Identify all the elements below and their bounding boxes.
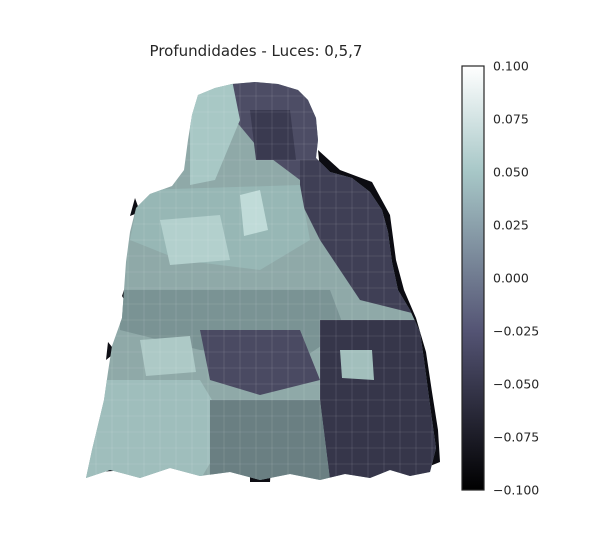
chart-title: Profundidades - Luces: 0,5,7 (149, 42, 363, 60)
colorbar-ticks: 0.100 0.075 0.050 0.025 0.000 −0.025 −0.050 −0.… (493, 59, 539, 498)
colorbar-tick-label: −0.075 (493, 430, 539, 445)
colorbar-tick-label: −0.100 (493, 483, 539, 498)
surface-body (86, 82, 436, 480)
colorbar-tick-label: −0.025 (493, 324, 539, 339)
colorbar-frame (461, 65, 485, 491)
colorbar-tick-label: 0.075 (493, 112, 529, 127)
colorbar-tick-label: −0.050 (493, 377, 539, 392)
colorbar-tick-label: 0.050 (493, 165, 529, 180)
colorbar-tick-label: 0.000 (493, 271, 529, 286)
colorbar-tick-label: 0.100 (493, 59, 529, 74)
colorbar-tick-label: 0.025 (493, 218, 529, 233)
colorbar-gradient (462, 66, 484, 490)
